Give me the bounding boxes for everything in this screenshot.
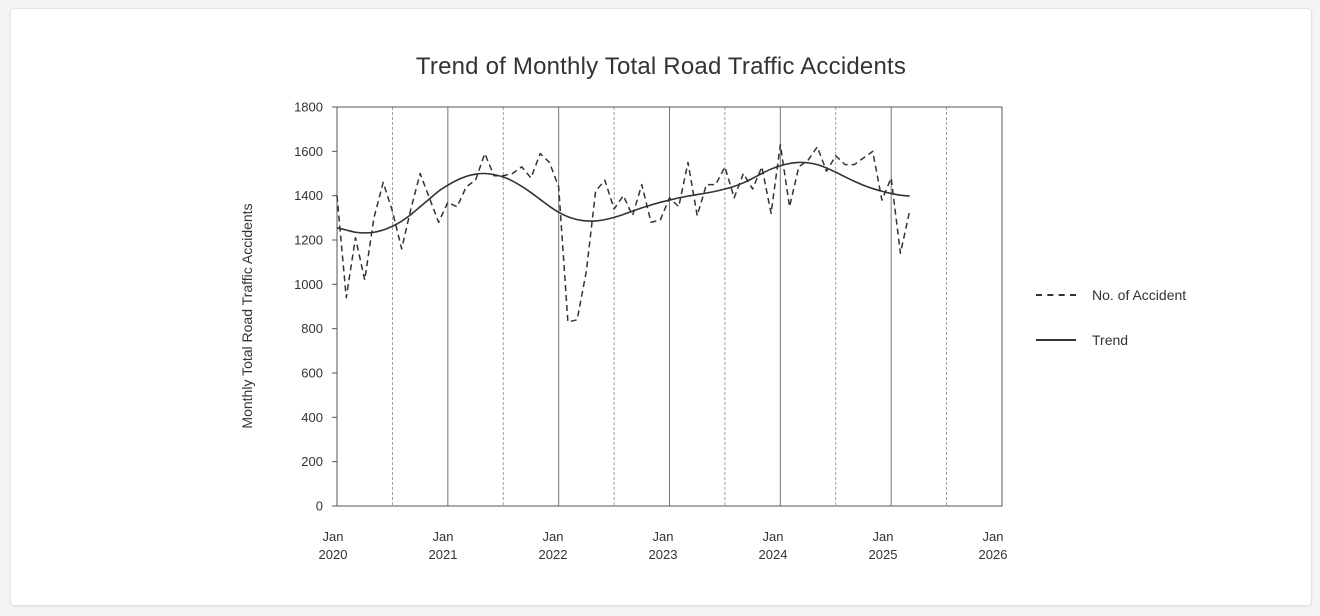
y-tick-label: 1800 [294, 100, 323, 115]
legend-label-trend: Trend [1092, 332, 1129, 348]
y-tick-label: 400 [301, 410, 323, 425]
chart-series [336, 143, 911, 323]
x-tick-month: Jan [543, 529, 564, 544]
x-axis-ticks: Jan 2020 Jan 2021 Jan 2022 Jan 2023 Jan 2024 Jan 20… [319, 529, 1008, 562]
series-line-accidents [336, 143, 911, 323]
y-tick-label: 800 [301, 321, 323, 336]
chart-card: Trend of Monthly Total Road Traffic Acci… [10, 8, 1312, 606]
x-tick-month: Jan [873, 529, 894, 544]
y-tick-label: 1600 [294, 144, 323, 159]
x-tick-year: 2023 [649, 547, 678, 562]
y-axis-label: Monthly Total Road Traffic Accidents [239, 203, 255, 428]
series-line-trend [336, 161, 910, 234]
y-tick-label: 200 [301, 454, 323, 469]
legend-item-accident: No. of Accident [1036, 284, 1186, 306]
plot-area-frame [336, 106, 1003, 507]
chart-title: Trend of Monthly Total Road Traffic Acci… [415, 53, 907, 80]
line-chart: 0 200 400 600 800 1000 1200 1400 1600 1800 Jan 202… [239, 100, 1008, 563]
x-tick-month: Jan [653, 529, 674, 544]
legend: No. of Accident Trend [1036, 284, 1186, 374]
legend-item-trend: Trend [1036, 329, 1186, 351]
x-tick-month: Jan [763, 529, 784, 544]
y-tick-label: 0 [316, 499, 323, 514]
y-axis-ticks: 0 200 400 600 800 1000 1200 1400 1600 1800 [294, 100, 337, 514]
x-tick-year: 2021 [429, 547, 458, 562]
y-tick-label: 1200 [294, 233, 323, 248]
x-tick-year: 2025 [869, 547, 898, 562]
x-tick-month: Jan [323, 529, 344, 544]
y-tick-label: 1400 [294, 188, 323, 203]
x-tick-year: 2026 [979, 547, 1008, 562]
x-tick-year: 2020 [319, 547, 348, 562]
legend-swatch-solid [1036, 339, 1076, 341]
x-tick-month: Jan [433, 529, 454, 544]
legend-label-accident: No. of Accident [1092, 287, 1187, 303]
y-tick-label: 600 [301, 366, 323, 381]
chart-grid [392, 107, 947, 506]
x-tick-month: Jan [983, 529, 1004, 544]
legend-swatch-dashed [1036, 294, 1076, 296]
x-tick-year: 2022 [539, 547, 568, 562]
y-tick-label: 1000 [294, 277, 323, 292]
x-tick-year: 2024 [759, 547, 788, 562]
